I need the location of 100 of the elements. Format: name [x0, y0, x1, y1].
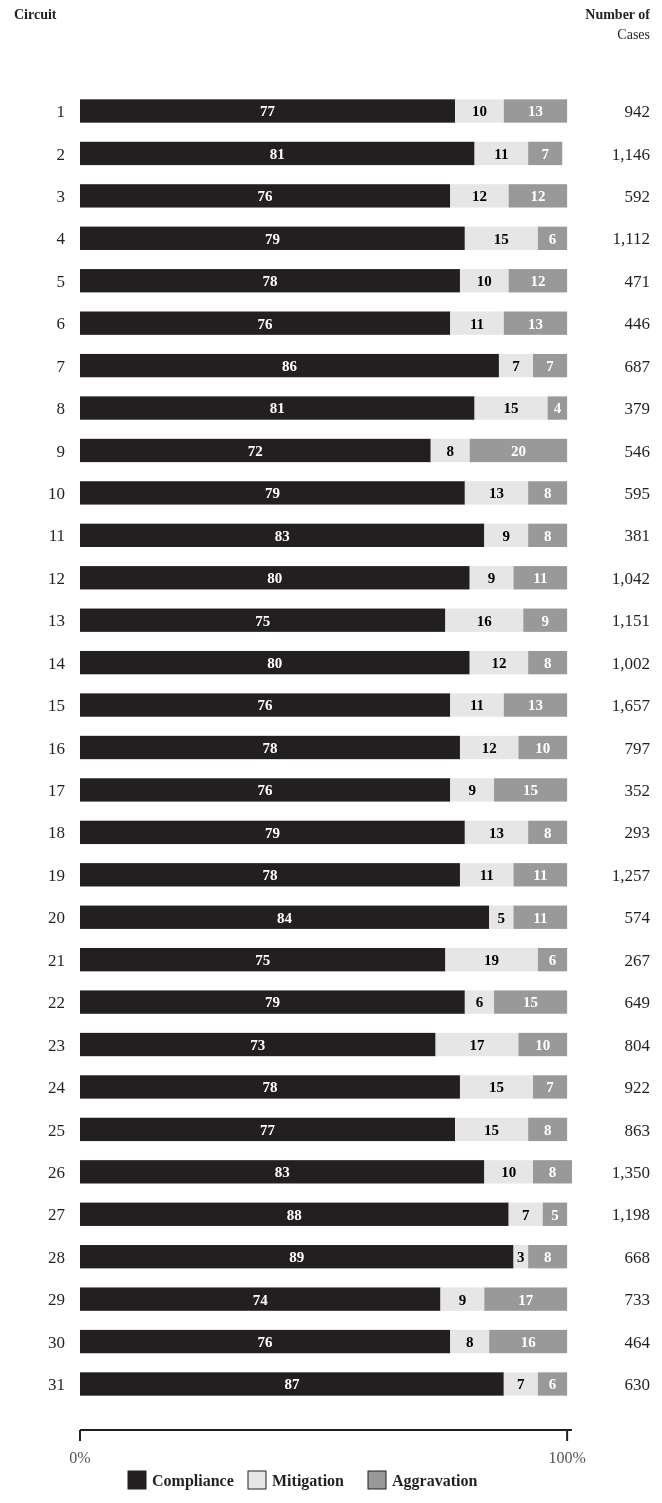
data-label: 76 [257, 1333, 274, 1350]
y-tick-label: 11 [48, 526, 65, 546]
bar [494, 778, 568, 802]
text: 381 [624, 526, 650, 546]
data-label: 10 [471, 103, 487, 120]
y-tick-label: 18 [48, 823, 65, 843]
bar [459, 735, 519, 760]
y-tick-label: 30 [48, 1332, 65, 1352]
data-label: 15 [503, 400, 519, 417]
text: 630 [624, 1375, 650, 1395]
data-label: 78 [262, 1079, 278, 1096]
data-label: 7 [546, 358, 555, 374]
bar [528, 141, 563, 166]
data-label: 6 [548, 230, 557, 247]
bar [80, 820, 465, 845]
y-tick-label: 26 [48, 1162, 65, 1182]
data-label: 6 [548, 1376, 557, 1393]
bar [80, 778, 451, 802]
bar [80, 523, 485, 547]
data-label: 6 [475, 994, 484, 1011]
data-label: 5 [551, 1206, 559, 1223]
data-label: 76 [257, 782, 274, 799]
y-tick-label: 24 [48, 1078, 66, 1098]
data-label: 10 [501, 1164, 517, 1181]
data-label: 79 [264, 230, 280, 247]
bar [503, 311, 568, 335]
data-label: 16 [520, 1333, 537, 1350]
data-label: 9 [458, 1291, 467, 1308]
bar [474, 141, 529, 166]
bar [498, 353, 534, 378]
data-label: 81 [269, 145, 285, 162]
text: 464 [624, 1332, 651, 1352]
data-label: 15 [484, 1121, 500, 1138]
bar [80, 1372, 504, 1396]
bar [80, 226, 465, 250]
bar [450, 693, 504, 717]
bar [80, 948, 446, 972]
y-tick-label: 21 [48, 950, 65, 970]
bar [494, 990, 568, 1014]
data-label: 87 [284, 1376, 300, 1393]
bar [450, 184, 509, 208]
data-label: 86 [281, 358, 298, 374]
text: 446 [624, 314, 650, 334]
y-tick-label: 3 [56, 186, 65, 206]
data-label: 8 [543, 1121, 552, 1138]
bar [80, 396, 475, 420]
y-tick-label: 28 [48, 1247, 65, 1267]
bar [80, 184, 451, 208]
bar [547, 396, 568, 420]
bar [503, 1372, 538, 1396]
bar [430, 438, 470, 463]
bar [533, 1075, 568, 1099]
bar [528, 1245, 568, 1269]
bar [80, 1160, 485, 1184]
text: 595 [624, 484, 650, 504]
text: 379 [624, 399, 650, 419]
y-axis-title: Circuit [14, 7, 57, 23]
bar [464, 226, 538, 250]
data-label: 7 [512, 358, 521, 374]
data-label: 9 [468, 782, 476, 799]
data-label: 79 [264, 485, 280, 502]
bar [80, 1032, 436, 1057]
bar [469, 438, 568, 463]
data-label: 7 [546, 1079, 555, 1096]
bar [533, 353, 568, 378]
y-tick-label: 2 [56, 144, 65, 164]
data-label: 13 [489, 824, 504, 841]
bar [80, 990, 465, 1014]
text: Number of Cases [585, 7, 651, 42]
data-label: 20 [510, 442, 526, 459]
data-label: 15 [523, 994, 539, 1011]
data-label: 11 [533, 867, 548, 884]
data-label: 79 [264, 994, 280, 1011]
text: 804 [624, 1035, 651, 1055]
data-label: 78 [262, 273, 278, 290]
bar [459, 863, 514, 887]
data-label: 8 [543, 655, 552, 672]
data-label: 76 [257, 315, 274, 332]
data-label: 13 [489, 485, 504, 502]
text: 687 [624, 356, 651, 376]
text: 267 [624, 950, 651, 970]
y-tick-label: 29 [48, 1290, 65, 1310]
y-tick-label: 22 [48, 993, 65, 1013]
bar [503, 99, 568, 123]
text: 942 [624, 102, 650, 122]
bar [523, 608, 568, 632]
bar [440, 1287, 485, 1311]
bar [80, 99, 456, 123]
bar [450, 311, 504, 335]
data-label: 12 [471, 188, 487, 205]
bar [469, 566, 514, 590]
bar [513, 905, 568, 929]
y-tick-label: 9 [56, 441, 65, 461]
bar [445, 608, 524, 632]
data-label: 16 [476, 612, 493, 629]
text: 863 [624, 1120, 650, 1140]
data-label: 88 [286, 1206, 302, 1223]
y-tick-label: 25 [48, 1120, 65, 1140]
data-label: 4 [553, 400, 562, 417]
bar [503, 693, 568, 717]
